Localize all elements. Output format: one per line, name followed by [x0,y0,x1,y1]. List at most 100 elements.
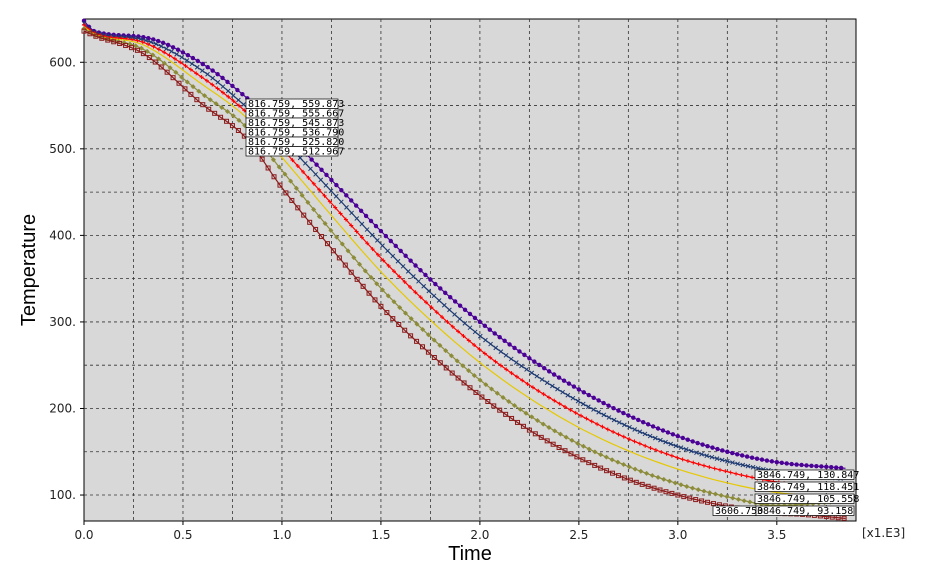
series-6-point [598,465,604,471]
series-5-point [443,348,449,354]
series-3-point [701,463,706,468]
series-5-point [506,399,512,405]
series-5-point [420,326,426,332]
series-5-point [236,117,242,123]
series-6-point [699,498,705,504]
series-3-point [349,223,354,228]
series-1-point [645,422,651,427]
series-2-point [313,171,318,177]
series-1-point [784,461,789,466]
annotation-label: 816.759, 512.967 [248,147,344,158]
series-3-point [231,99,236,104]
series-6-point [414,338,420,344]
series-5-point [575,440,581,446]
series-6-point [235,127,241,133]
series-1-point [824,464,829,470]
series-6-point [592,462,598,468]
series-1-point [680,435,685,441]
series-2-point [333,193,339,199]
series-1-point [170,45,176,50]
series-2-point [416,278,421,284]
series-2-point [153,41,159,47]
series-3-point [589,419,594,424]
series-2-point [225,88,231,94]
series-5-point [207,97,213,103]
series-5-point [724,494,730,500]
series-1-point [710,445,715,450]
series-3-point [530,385,535,390]
series-2-point [241,102,246,107]
series-lines [81,18,847,521]
series-5-point [730,495,736,501]
series-5-point [202,93,208,99]
series-2-point [148,39,154,45]
series-1-point [720,448,725,453]
series-6-point [354,276,360,282]
series-2-point [477,333,483,339]
series-1-point [230,83,235,89]
series-3-point [397,274,402,279]
series-2-point [560,389,565,395]
series-1-point [225,79,230,85]
series-3-point [605,427,610,432]
x-axis-label: Time [448,543,492,565]
series-2-point [580,401,586,407]
series-1-point [650,424,656,429]
series-5-point [701,488,707,494]
series-3-point [354,229,359,234]
series-5-point [282,171,288,177]
x-tick-labels: 0.0 0.5 1.0 1.5 2.0 2.5 3.0 3.5 [74,521,786,542]
series-5-point [718,492,724,498]
annotation-label: 816.759, 525.820 [248,137,344,148]
series-2-point [488,341,493,347]
series-6-point [313,226,319,232]
series-5-point [213,101,219,107]
annotation-label: 816.759, 559.873 [248,99,344,110]
series-6-point [437,360,443,366]
series-6-point [330,248,336,254]
series-5-point [339,241,345,247]
series-3-point [290,158,295,163]
series-5-point [425,332,431,338]
series-3-point [643,443,648,448]
series-1-point [349,198,354,203]
series-3-point [418,295,423,300]
series-2-point [591,407,596,412]
series-2-point [508,356,514,362]
series-1-point [789,461,794,467]
series-6-point [384,310,390,316]
series-1-point [744,454,750,459]
series-6-point [259,156,265,162]
series-6-point [348,269,354,275]
series-3-point [520,378,525,383]
y-tick-label: 100. [49,488,76,502]
series-2-point [565,392,571,398]
series-6-point [360,283,366,289]
series-3-point [552,398,557,403]
series-6-point [633,479,639,485]
series-1-point [448,295,453,300]
series-3-point [723,469,728,474]
series-2-point [719,457,725,463]
series-2-point [200,68,205,74]
series-5-point [374,281,380,287]
series-1-point [754,456,760,461]
series-5-point [230,113,236,119]
series-6-point [615,473,621,479]
series-1-point [660,428,666,433]
series-1-point [393,243,398,249]
series-2-point [601,412,607,418]
series-3-point [429,305,434,310]
series-5-point [471,372,477,378]
series-6-point [307,219,313,225]
series-6-point [81,28,87,34]
series-5-point [305,199,311,205]
series-5-point [712,491,718,497]
series-6-point [182,86,188,92]
series-1-point [522,352,527,358]
series-2-point [328,188,334,194]
series-1-point [695,440,700,446]
series-3-point [482,351,487,356]
x-tick-label: 1.5 [371,528,390,542]
series-2-point [390,253,396,259]
